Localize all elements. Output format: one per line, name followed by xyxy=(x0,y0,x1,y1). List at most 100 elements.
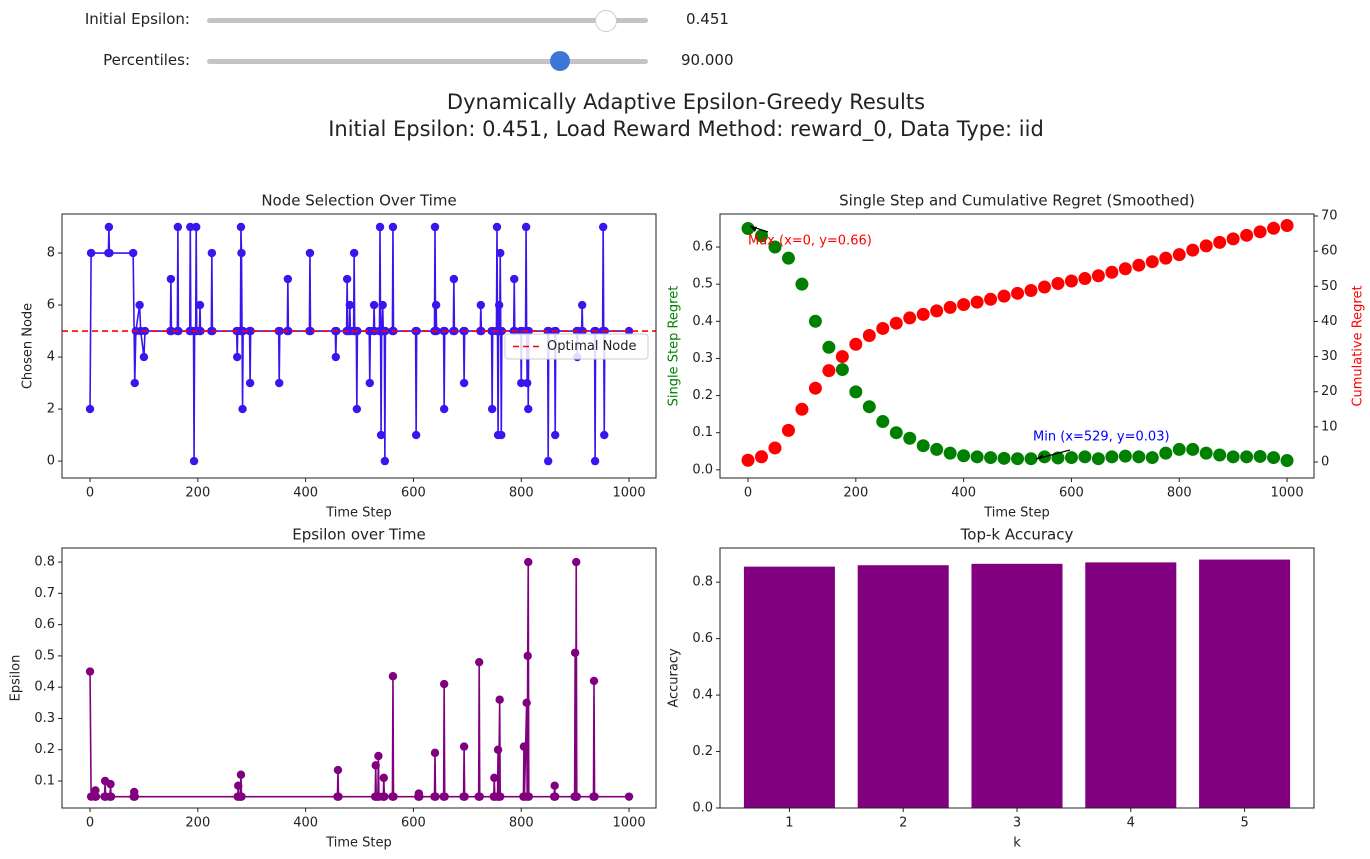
y2-tick-label: 50 xyxy=(1321,279,1338,294)
data-point xyxy=(1213,448,1227,462)
data-point xyxy=(1011,286,1025,300)
bar xyxy=(1085,562,1177,808)
plot-frame xyxy=(719,547,1315,809)
data-point xyxy=(232,352,242,362)
data-point xyxy=(598,222,608,232)
x-tick-label: 0 xyxy=(86,486,94,501)
data-point xyxy=(245,378,255,388)
x-tick-label: 400 xyxy=(293,816,318,831)
data-point xyxy=(369,300,379,310)
x-tick-label: 2 xyxy=(899,816,907,831)
data-point xyxy=(430,748,440,758)
data-point xyxy=(781,423,795,437)
data-point xyxy=(439,404,449,414)
data-point xyxy=(1091,452,1105,466)
slider-track[interactable] xyxy=(207,18,648,23)
slider-track[interactable] xyxy=(207,59,648,64)
data-point xyxy=(1253,449,1267,463)
data-point xyxy=(493,745,503,754)
data-point xyxy=(389,792,398,801)
y-tick-label: 0.8 xyxy=(692,575,713,590)
data-point xyxy=(388,672,398,681)
data-point xyxy=(415,792,424,801)
y2-tick-label: 30 xyxy=(1321,349,1338,364)
data-point xyxy=(85,667,95,676)
data-point xyxy=(849,385,863,399)
data-point xyxy=(379,773,388,783)
x-tick-label: 800 xyxy=(509,816,534,831)
data-point xyxy=(237,248,246,258)
x-tick-label: 1000 xyxy=(1271,486,1304,501)
data-point xyxy=(1145,451,1159,465)
data-point xyxy=(876,321,890,335)
x-axis-label: Time Step xyxy=(983,506,1050,521)
y-axis-label: Chosen Node xyxy=(21,303,36,389)
data-point xyxy=(1240,228,1254,242)
y-tick-label: 0.7 xyxy=(34,586,55,601)
plot-area xyxy=(741,218,1294,468)
annotation: Min (x=529, y=0.03) xyxy=(1033,430,1170,445)
data-point xyxy=(524,792,533,801)
data-point xyxy=(768,441,782,455)
y-tick-label: 0.4 xyxy=(692,688,713,703)
data-point xyxy=(375,222,385,232)
data-point xyxy=(490,773,499,783)
data-point xyxy=(86,248,96,258)
data-point xyxy=(139,352,149,362)
data-point xyxy=(808,381,822,395)
data-point xyxy=(352,404,362,414)
data-point xyxy=(570,648,580,657)
data-point xyxy=(487,404,497,414)
data-point xyxy=(889,316,903,330)
annotation-arrowhead xyxy=(750,226,757,232)
data-point xyxy=(1078,272,1092,286)
data-point xyxy=(822,340,836,354)
x-tick-label: 800 xyxy=(509,486,534,501)
data-point xyxy=(1159,446,1173,460)
annotation: Max (x=0, y=0.66) xyxy=(748,234,872,249)
data-point xyxy=(1213,235,1227,249)
data-point xyxy=(374,751,383,761)
data-point xyxy=(380,792,389,801)
data-point xyxy=(186,222,195,232)
bar xyxy=(1199,559,1291,808)
data-point xyxy=(174,326,183,336)
y-tick-label: 0.4 xyxy=(692,314,713,329)
data-point xyxy=(1118,262,1132,276)
data-point xyxy=(475,657,484,667)
slider-thumb[interactable] xyxy=(595,10,617,32)
data-point xyxy=(524,404,533,414)
x-tick-label: 600 xyxy=(401,816,426,831)
data-point xyxy=(551,792,560,801)
x-tick-label: 200 xyxy=(843,486,868,501)
data-point xyxy=(1051,276,1065,290)
y2-tick-label: 40 xyxy=(1321,314,1338,329)
data-point xyxy=(572,792,581,801)
data-point xyxy=(459,742,469,751)
data-point xyxy=(1091,269,1105,283)
data-point xyxy=(104,222,114,232)
data-point xyxy=(195,300,205,310)
bar xyxy=(971,563,1063,808)
slider-thumb[interactable] xyxy=(550,51,570,71)
slider-label: Initial Epsilon: xyxy=(84,10,190,28)
data-point xyxy=(196,326,205,336)
data-point xyxy=(970,450,984,464)
y2-axis-label: Cumulative Regret xyxy=(1351,285,1366,406)
data-point xyxy=(862,400,876,414)
data-point xyxy=(849,337,863,351)
data-point xyxy=(1267,221,1281,235)
data-point xyxy=(1226,450,1240,464)
data-point xyxy=(889,426,903,440)
data-point xyxy=(1267,451,1281,465)
data-point xyxy=(439,679,449,689)
data-point xyxy=(808,314,822,328)
data-point xyxy=(475,792,484,801)
data-point xyxy=(449,274,459,284)
y-tick-label: 0.1 xyxy=(692,425,713,440)
slider-label: Percentiles: xyxy=(103,51,190,69)
x-tick-label: 4 xyxy=(1127,816,1135,831)
bar xyxy=(743,566,835,808)
data-point xyxy=(1024,452,1038,466)
